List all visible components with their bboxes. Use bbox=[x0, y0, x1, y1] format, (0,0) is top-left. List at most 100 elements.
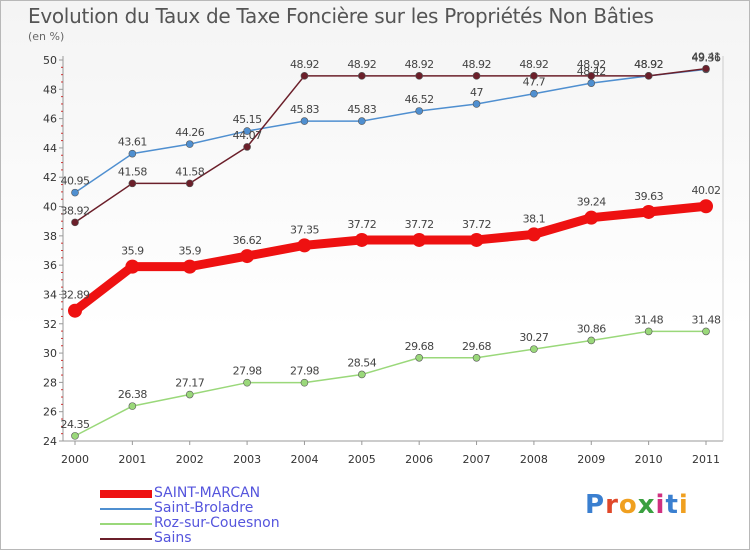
x-tick-label: 2003 bbox=[233, 453, 261, 466]
data-label-saint-broladre: 47.7 bbox=[523, 76, 546, 89]
x-tick-label: 2011 bbox=[692, 453, 720, 466]
data-label-roz-sur-couesnon: 27.98 bbox=[233, 365, 262, 378]
data-label-saint-broladre: 45.83 bbox=[347, 103, 376, 116]
data-label-saint-broladre: 47 bbox=[470, 86, 483, 99]
data-label-saint-broladre: 46.52 bbox=[405, 93, 434, 106]
data-label-sains: 38.92 bbox=[61, 204, 90, 217]
data-point-saint-broladre bbox=[358, 117, 366, 125]
data-label-roz-sur-couesnon: 31.48 bbox=[634, 313, 663, 326]
data-point-roz-sur-couesnon bbox=[128, 402, 137, 410]
legend-item-saint-marcan: SAINT-MARCAN bbox=[100, 486, 360, 501]
data-point-sains bbox=[472, 72, 481, 80]
x-tick-label: 2002 bbox=[176, 453, 204, 466]
data-label-sains: 48.92 bbox=[290, 58, 319, 71]
series-line-saint-broladre bbox=[74, 68, 707, 194]
logo-letter: i bbox=[678, 490, 689, 520]
y-tick-label: 32 bbox=[43, 318, 57, 331]
legend-item-saint-broladre: Saint-Broladre bbox=[100, 501, 360, 516]
data-point-sains bbox=[243, 143, 251, 151]
x-tick-label: 2007 bbox=[463, 453, 491, 466]
legend: SAINT-MARCAN Saint-Broladre Roz-sur-Coue… bbox=[100, 486, 360, 546]
data-point-saint-marcan bbox=[125, 259, 140, 274]
legend-item-sains: Sains bbox=[100, 531, 360, 546]
y-tick-label: 38 bbox=[43, 230, 57, 243]
y-tick-label: 46 bbox=[43, 113, 57, 126]
x-tick-label: 2000 bbox=[61, 453, 89, 466]
data-point-sains bbox=[587, 72, 596, 80]
chart-title: Evolution du Taux de Taxe Foncière sur l… bbox=[28, 4, 654, 28]
data-label-saint-broladre: 48.92 bbox=[634, 58, 663, 71]
data-label-sains: 41.58 bbox=[175, 165, 204, 178]
y-tick-label: 40 bbox=[43, 201, 57, 214]
data-point-saint-broladre bbox=[472, 100, 481, 108]
data-label-saint-broladre: 45.83 bbox=[290, 103, 319, 116]
data-label-roz-sur-couesnon: 29.68 bbox=[405, 340, 434, 353]
data-point-roz-sur-couesnon bbox=[472, 353, 481, 362]
proxiti-logo: Proxiti bbox=[585, 490, 689, 520]
data-point-saint-marcan bbox=[297, 238, 312, 253]
data-point-saint-broladre bbox=[71, 188, 79, 197]
x-tick-label: 2001 bbox=[118, 453, 146, 466]
legend-item-roz-sur-couesnon: Roz-sur-Couesnon bbox=[100, 516, 360, 531]
y-tick-label: 50 bbox=[43, 54, 57, 67]
y-tick-label: 26 bbox=[43, 406, 57, 419]
y-tick-label: 24 bbox=[43, 435, 57, 448]
data-label-sains: 49.41 bbox=[692, 51, 721, 64]
logo-letter: i bbox=[655, 490, 666, 520]
data-point-saint-marcan bbox=[412, 232, 427, 247]
data-label-saint-broladre: 44.26 bbox=[175, 126, 204, 139]
legend-swatch-saint-broladre bbox=[100, 508, 152, 510]
data-label-roz-sur-couesnon: 29.68 bbox=[462, 340, 491, 353]
data-label-saint-broladre: 48.42 bbox=[577, 65, 606, 78]
data-point-saint-broladre bbox=[243, 127, 251, 135]
data-label-sains: 48.92 bbox=[405, 58, 434, 71]
data-point-saint-broladre bbox=[185, 140, 194, 148]
data-point-saint-marcan bbox=[641, 204, 656, 219]
data-point-sains bbox=[702, 64, 710, 73]
logo-letter: t bbox=[665, 490, 679, 520]
data-point-roz-sur-couesnon bbox=[71, 432, 79, 440]
data-label-saint-marcan: 37.72 bbox=[405, 218, 434, 231]
logo-letter: x bbox=[637, 490, 656, 520]
data-point-roz-sur-couesnon bbox=[300, 378, 309, 387]
y-tick-label: 42 bbox=[43, 171, 57, 184]
data-label-roz-sur-couesnon: 27.98 bbox=[290, 365, 319, 378]
x-tick-label: 2009 bbox=[577, 453, 605, 466]
data-label-roz-sur-couesnon: 27.17 bbox=[175, 377, 204, 390]
data-point-saint-broladre bbox=[300, 117, 309, 125]
data-point-saint-marcan bbox=[68, 303, 82, 318]
legend-swatch-roz-sur-couesnon bbox=[100, 523, 152, 525]
data-point-saint-marcan bbox=[469, 232, 484, 247]
data-point-roz-sur-couesnon bbox=[644, 327, 653, 336]
y-tick-label: 48 bbox=[43, 83, 57, 96]
data-point-saint-marcan bbox=[240, 249, 255, 264]
legend-swatch-saint-marcan bbox=[100, 490, 152, 498]
data-label-roz-sur-couesnon: 24.35 bbox=[61, 418, 90, 431]
logo-letter: o bbox=[618, 490, 638, 520]
data-label-roz-sur-couesnon: 30.86 bbox=[577, 322, 606, 335]
data-label-sains: 44.07 bbox=[233, 129, 262, 142]
data-point-sains bbox=[358, 72, 366, 80]
data-label-saint-broladre: 43.61 bbox=[118, 136, 147, 149]
data-label-sains: 48.92 bbox=[347, 58, 376, 71]
series-line-roz-sur-couesnon bbox=[74, 330, 707, 437]
data-point-sains bbox=[644, 72, 653, 80]
data-label-sains: 48.92 bbox=[577, 58, 606, 71]
logo-letter: P bbox=[585, 490, 606, 520]
x-tick-label: 2006 bbox=[405, 453, 433, 466]
y-tick-label: 44 bbox=[43, 142, 57, 155]
data-point-sains bbox=[415, 72, 423, 80]
x-tick-label: 2005 bbox=[348, 453, 376, 466]
data-point-saint-broladre bbox=[587, 79, 596, 87]
y-tick-label: 28 bbox=[43, 376, 57, 389]
data-label-saint-marcan: 36.62 bbox=[233, 234, 262, 247]
data-point-roz-sur-couesnon bbox=[243, 378, 251, 387]
data-point-saint-marcan bbox=[526, 227, 541, 242]
data-label-sains: 41.58 bbox=[118, 165, 147, 178]
data-label-roz-sur-couesnon: 31.48 bbox=[692, 313, 721, 326]
legend-label-saint-marcan: SAINT-MARCAN bbox=[154, 485, 261, 501]
data-label-sains: 48.92 bbox=[462, 58, 491, 71]
data-label-saint-marcan: 37.72 bbox=[347, 218, 376, 231]
y-tick-label: 30 bbox=[43, 347, 57, 360]
data-point-saint-marcan bbox=[584, 210, 599, 225]
